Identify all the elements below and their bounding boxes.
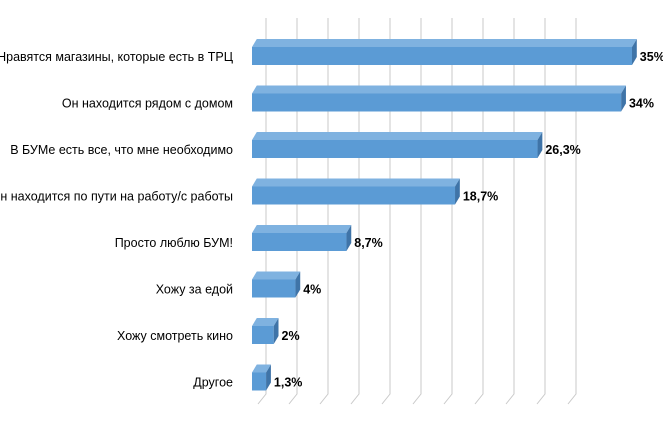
gridline — [381, 18, 391, 405]
bar — [252, 178, 460, 205]
bar-side-face — [621, 85, 626, 112]
value-label: 4% — [303, 283, 321, 297]
bar-front-face — [252, 279, 296, 298]
bar-front-face — [252, 140, 538, 158]
bar-top-face — [252, 271, 301, 280]
category-label: Просто люблю БУМ! — [115, 236, 233, 250]
bar-front-face — [252, 93, 622, 112]
gridline — [567, 18, 577, 405]
category-label: Он находится по пути на работу/с работы — [0, 190, 233, 204]
category-label: Хожу смотреть кино — [117, 329, 233, 343]
bar — [252, 318, 279, 344]
value-label: 26,3% — [545, 143, 580, 157]
gridline — [319, 18, 329, 405]
bar-top-face — [252, 85, 626, 94]
bar-front-face — [252, 372, 267, 391]
bar — [252, 132, 543, 158]
value-label: 1,3% — [274, 376, 303, 390]
bar-side-face — [455, 178, 460, 205]
category-label: Хожу за едой — [156, 283, 233, 297]
bar-top-face — [252, 178, 460, 187]
category-label: Другое — [193, 376, 233, 390]
bar-top-face — [252, 225, 352, 233]
gridlines — [257, 18, 577, 405]
gridline — [288, 18, 298, 405]
category-labels: Нравятся магазины, которые есть в ТРЦ Он … — [0, 50, 234, 390]
bar-top-face — [252, 39, 637, 47]
value-label: 35% — [640, 50, 663, 64]
category-label: Нравятся магазины, которые есть в ТРЦ — [0, 50, 234, 64]
bar — [252, 39, 637, 65]
bar-front-face — [252, 326, 274, 344]
bar-front-face — [252, 186, 456, 205]
gridline — [257, 18, 267, 405]
bar — [252, 225, 352, 251]
gridline — [350, 18, 360, 405]
bars — [252, 39, 637, 391]
gridline — [443, 18, 453, 405]
bar — [252, 364, 271, 391]
bar — [252, 85, 626, 112]
bar-top-face — [252, 132, 543, 140]
gridline — [474, 18, 484, 405]
value-label: 2% — [282, 329, 300, 343]
gridline — [536, 18, 546, 405]
gridline — [412, 18, 422, 405]
bar-front-face — [252, 233, 347, 251]
bar-top-face — [252, 364, 271, 373]
value-label: 8,7% — [354, 236, 383, 250]
bar-side-face — [273, 318, 279, 344]
bar-side-face — [632, 39, 637, 65]
bar — [252, 271, 301, 298]
bar-side-face — [346, 225, 352, 251]
value-labels: 35% 34% 26,3% 18,7% 8,7% 4% 2% 1,3% — [274, 50, 663, 390]
bar-front-face — [252, 47, 632, 65]
value-label: 34% — [629, 97, 654, 111]
category-label: В БУМе есть все, что мне необходимо — [10, 143, 233, 157]
value-label: 18,7% — [463, 190, 498, 204]
bar-side-face — [266, 364, 271, 391]
bar-top-face — [252, 318, 279, 326]
gridline — [505, 18, 515, 405]
category-label: Он находится рядом с домом — [62, 97, 233, 111]
bar-side-face — [537, 132, 543, 158]
bar-side-face — [295, 271, 301, 298]
